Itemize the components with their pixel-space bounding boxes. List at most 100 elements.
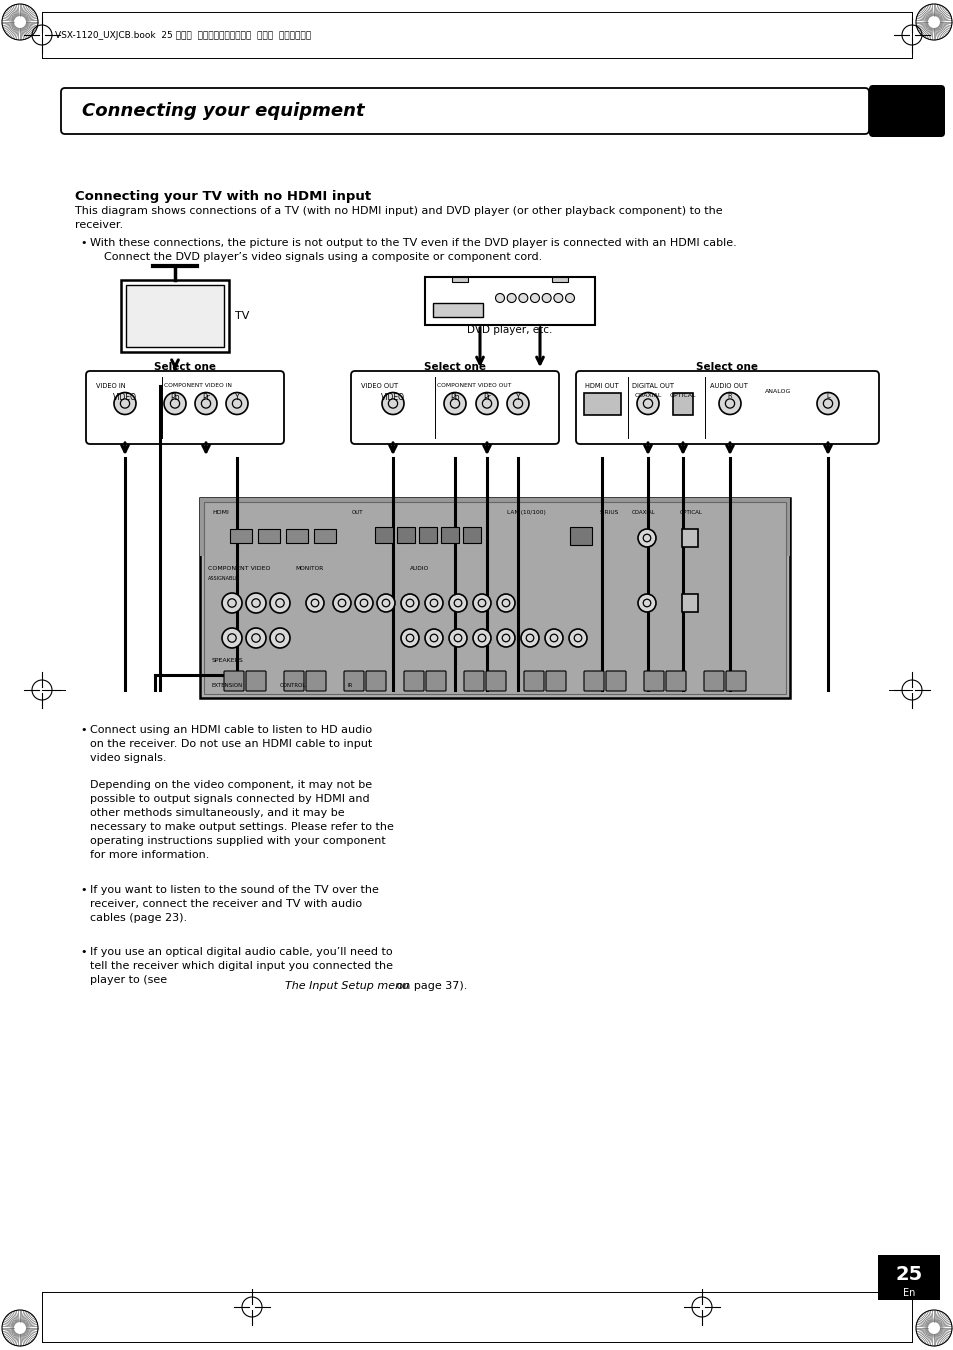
- Text: Pr: Pr: [482, 393, 491, 402]
- Circle shape: [816, 393, 838, 414]
- FancyBboxPatch shape: [576, 371, 878, 444]
- FancyBboxPatch shape: [61, 88, 868, 134]
- FancyBboxPatch shape: [86, 371, 284, 444]
- Text: 25: 25: [895, 1265, 922, 1284]
- FancyBboxPatch shape: [703, 671, 723, 691]
- Circle shape: [544, 629, 562, 647]
- Text: DIGITAL OUT: DIGITAL OUT: [631, 383, 673, 389]
- Circle shape: [638, 594, 656, 612]
- FancyBboxPatch shape: [200, 498, 789, 698]
- FancyBboxPatch shape: [523, 671, 543, 691]
- Text: Y: Y: [234, 393, 239, 402]
- Circle shape: [164, 393, 186, 414]
- FancyBboxPatch shape: [418, 526, 436, 543]
- Text: CONTROL: CONTROL: [280, 683, 306, 688]
- FancyBboxPatch shape: [284, 671, 304, 691]
- Text: OPTICAL: OPTICAL: [679, 510, 702, 514]
- Circle shape: [541, 293, 551, 302]
- FancyBboxPatch shape: [569, 526, 592, 545]
- Text: SIRIUS: SIRIUS: [599, 510, 618, 514]
- FancyBboxPatch shape: [230, 529, 252, 543]
- Circle shape: [565, 293, 574, 302]
- Circle shape: [381, 393, 403, 414]
- Text: HDMI OUT: HDMI OUT: [584, 383, 618, 389]
- FancyBboxPatch shape: [643, 671, 663, 691]
- FancyBboxPatch shape: [868, 85, 944, 136]
- Circle shape: [518, 293, 527, 302]
- Text: VIDEO: VIDEO: [380, 393, 405, 402]
- Circle shape: [473, 629, 491, 647]
- Text: SPEAKERS: SPEAKERS: [212, 657, 244, 663]
- Text: VIDEO: VIDEO: [112, 393, 137, 402]
- FancyBboxPatch shape: [126, 285, 224, 347]
- Circle shape: [424, 629, 442, 647]
- Circle shape: [270, 593, 290, 613]
- FancyBboxPatch shape: [426, 671, 446, 691]
- Circle shape: [424, 594, 442, 612]
- Circle shape: [520, 629, 538, 647]
- Text: VSX-1120_UXJCB.book  25 ページ  ２０１０年３月１０日  水曜日  午後２時２分: VSX-1120_UXJCB.book 25 ページ ２０１０年３月１０日 水曜…: [55, 31, 311, 39]
- FancyBboxPatch shape: [725, 671, 745, 691]
- Text: Select one: Select one: [153, 362, 215, 373]
- Circle shape: [270, 628, 290, 648]
- Text: •: •: [80, 238, 87, 248]
- Text: COMPONENT VIDEO: COMPONENT VIDEO: [208, 566, 271, 571]
- FancyBboxPatch shape: [396, 526, 415, 543]
- FancyBboxPatch shape: [246, 671, 266, 691]
- Text: Connecting your TV with no HDMI input: Connecting your TV with no HDMI input: [75, 190, 371, 202]
- Text: Y: Y: [516, 393, 519, 402]
- Text: En: En: [902, 1288, 914, 1297]
- FancyBboxPatch shape: [257, 529, 280, 543]
- FancyBboxPatch shape: [681, 594, 698, 612]
- FancyBboxPatch shape: [452, 277, 468, 282]
- Text: Connecting your equipment: Connecting your equipment: [82, 103, 364, 120]
- FancyBboxPatch shape: [224, 671, 244, 691]
- Circle shape: [222, 593, 242, 613]
- Circle shape: [400, 629, 418, 647]
- Circle shape: [306, 594, 324, 612]
- Text: With these connections, the picture is not output to the TV even if the DVD play: With these connections, the picture is n…: [90, 238, 736, 262]
- Text: VIDEO IN: VIDEO IN: [96, 383, 126, 389]
- Circle shape: [638, 529, 656, 547]
- FancyBboxPatch shape: [463, 671, 483, 691]
- Text: on page 37).: on page 37).: [393, 981, 467, 991]
- Text: AUDIO: AUDIO: [410, 566, 429, 571]
- FancyBboxPatch shape: [200, 498, 789, 556]
- Circle shape: [113, 393, 136, 414]
- Text: Pr: Pr: [202, 393, 210, 402]
- FancyBboxPatch shape: [351, 371, 558, 444]
- FancyBboxPatch shape: [204, 502, 785, 694]
- FancyBboxPatch shape: [424, 277, 595, 325]
- Text: 03: 03: [887, 99, 924, 124]
- Text: Depending on the video component, it may not be
possible to output signals conne: Depending on the video component, it may…: [90, 780, 394, 860]
- FancyBboxPatch shape: [121, 279, 229, 352]
- Text: EXTENSION: EXTENSION: [212, 683, 243, 688]
- Text: ASSIGNABLE: ASSIGNABLE: [208, 576, 239, 580]
- Text: COMPONENT VIDEO OUT: COMPONENT VIDEO OUT: [436, 383, 511, 387]
- FancyBboxPatch shape: [440, 526, 458, 543]
- FancyBboxPatch shape: [462, 526, 480, 543]
- Circle shape: [226, 393, 248, 414]
- Text: Connect using an HDMI cable to listen to HD audio
on the receiver. Do not use an: Connect using an HDMI cable to listen to…: [90, 725, 372, 763]
- Text: MONITOR: MONITOR: [294, 566, 323, 571]
- Circle shape: [400, 594, 418, 612]
- FancyBboxPatch shape: [403, 671, 423, 691]
- Text: Select one: Select one: [696, 362, 758, 373]
- FancyBboxPatch shape: [665, 671, 685, 691]
- Circle shape: [333, 594, 351, 612]
- FancyBboxPatch shape: [433, 302, 482, 317]
- Text: IR: IR: [348, 683, 353, 688]
- FancyBboxPatch shape: [552, 277, 567, 282]
- Text: OUT: OUT: [352, 510, 363, 514]
- Text: OPTICAL: OPTICAL: [669, 393, 696, 398]
- Text: COAXIAL: COAXIAL: [634, 393, 661, 398]
- Circle shape: [568, 629, 586, 647]
- FancyBboxPatch shape: [681, 529, 698, 547]
- Text: COAXIAL: COAXIAL: [631, 510, 655, 514]
- Circle shape: [637, 393, 659, 414]
- Circle shape: [495, 293, 504, 302]
- Text: R: R: [727, 393, 732, 400]
- Circle shape: [443, 393, 465, 414]
- Text: Select one: Select one: [423, 362, 485, 373]
- Text: If you use an optical digital audio cable, you’ll need to
tell the receiver whic: If you use an optical digital audio cabl…: [90, 946, 393, 986]
